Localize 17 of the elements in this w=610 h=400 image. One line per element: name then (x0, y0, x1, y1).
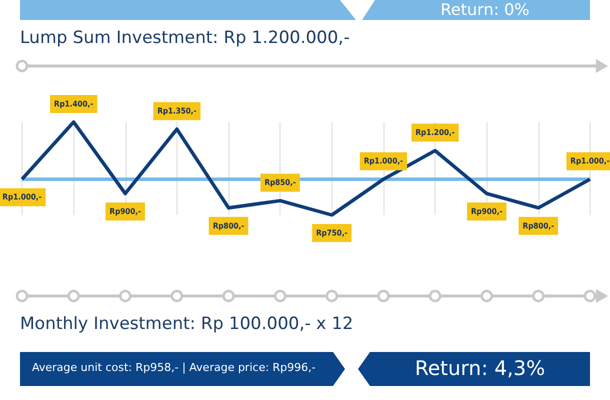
data-label: Rp1.350,- (157, 106, 197, 116)
data-label: Rp800,- (522, 221, 554, 230)
data-label: Rp1.000,- (2, 192, 42, 202)
data-label: Rp800,- (212, 221, 244, 230)
text: Return: 0% (440, 0, 530, 20)
data-label: Rp900,- (110, 207, 141, 216)
text: Return: 4,3% (414, 356, 546, 380)
data-label: Rp1.000,- (570, 156, 610, 166)
data-label: Rp900,- (471, 207, 502, 216)
text: Monthly Investment: Rp 100.000,- x 12 (20, 314, 354, 334)
data-label: Rp1.200,- (415, 128, 455, 138)
chart-title: Lump Sum Investment: Rp 1.200.000,- (20, 28, 350, 48)
data-label: Rp1.000,- (364, 156, 404, 166)
data-label: Rp850,- (264, 178, 296, 188)
data-label: Rp750,- (316, 228, 348, 238)
data-label: Rp1.400,- (54, 100, 94, 108)
text: Average unit cost: Rp958,- | Average price: Rp996,- (32, 361, 316, 374)
